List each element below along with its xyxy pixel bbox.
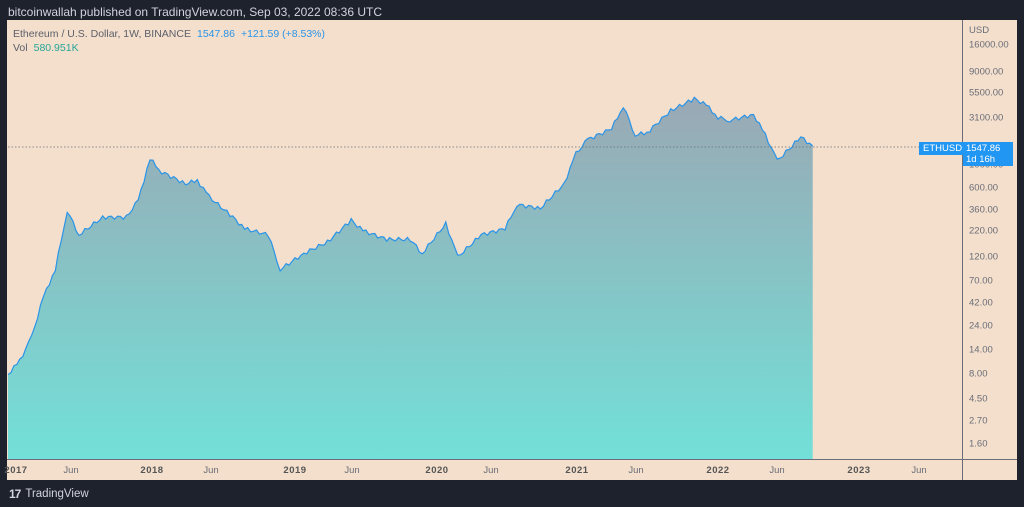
price-tick: 24.00 (969, 320, 993, 332)
price-tick: 120.00 (969, 251, 999, 263)
currency-label: USD (969, 25, 990, 36)
time-tick: Jun (63, 465, 79, 476)
symbol-label: Ethereum / U.S. Dollar, 1W, BINANCE (13, 28, 191, 40)
tradingview-logo-icon: 17 (9, 487, 21, 501)
time-tick: Jun (769, 465, 785, 476)
price-tick: 2.70 (969, 415, 988, 427)
brand-name: TradingView (25, 488, 89, 500)
price-tag: 1547.86 1d 16h (963, 142, 1013, 166)
volume-label: Vol (13, 42, 28, 54)
price-line (7, 96, 814, 376)
price-change: +121.59 (+8.53%) (240, 28, 326, 40)
time-tick: Jun (344, 465, 360, 476)
tradingview-brand[interactable]: 17 TradingView (9, 487, 89, 501)
time-tick: 2022 (706, 465, 730, 476)
time-tick: Jun (203, 465, 219, 476)
time-tick: Jun (911, 465, 927, 476)
price-tick: 600.00 (969, 182, 999, 194)
price-tick: 3100.00 (969, 112, 1004, 124)
legend: Ethereum / U.S. Dollar, 1W, BINANCE 1547.… (13, 27, 325, 55)
price-axis-border (962, 20, 963, 480)
time-axis-border (7, 459, 1017, 460)
time-tick: 2018 (140, 465, 164, 476)
price-tick: 9000.00 (969, 66, 1004, 78)
price-tick: 360.00 (969, 204, 999, 216)
price-tick: 16000.00 (969, 39, 1009, 51)
time-tick: 2021 (565, 465, 589, 476)
price-tick: 1.60 (969, 438, 988, 450)
time-tick: Jun (483, 465, 499, 476)
price-tick: 4.50 (969, 393, 988, 405)
time-tick: 2019 (283, 465, 307, 476)
volume-value: 580.951K (33, 42, 79, 54)
price-tick: 8.00 (969, 368, 988, 380)
price-tick: 70.00 (969, 275, 993, 287)
price-tick: 42.00 (969, 297, 993, 309)
time-tick: 2017 (4, 465, 28, 476)
last-price: 1547.86 (196, 28, 235, 40)
bar-countdown: 1d 16h (966, 154, 996, 165)
price-tick: 14.00 (969, 344, 993, 356)
time-tick: 2020 (425, 465, 449, 476)
publish-info: bitcoinwallah published on TradingView.c… (8, 5, 383, 19)
symbol-tag: ETHUSD (919, 142, 967, 155)
price-tick: 220.00 (969, 225, 999, 237)
time-tick: Jun (628, 465, 644, 476)
time-tick: 2023 (847, 465, 871, 476)
price-tag-value: 1547.86 (966, 143, 1001, 154)
price-area (8, 97, 813, 460)
price-tick: 5500.00 (969, 87, 1004, 99)
